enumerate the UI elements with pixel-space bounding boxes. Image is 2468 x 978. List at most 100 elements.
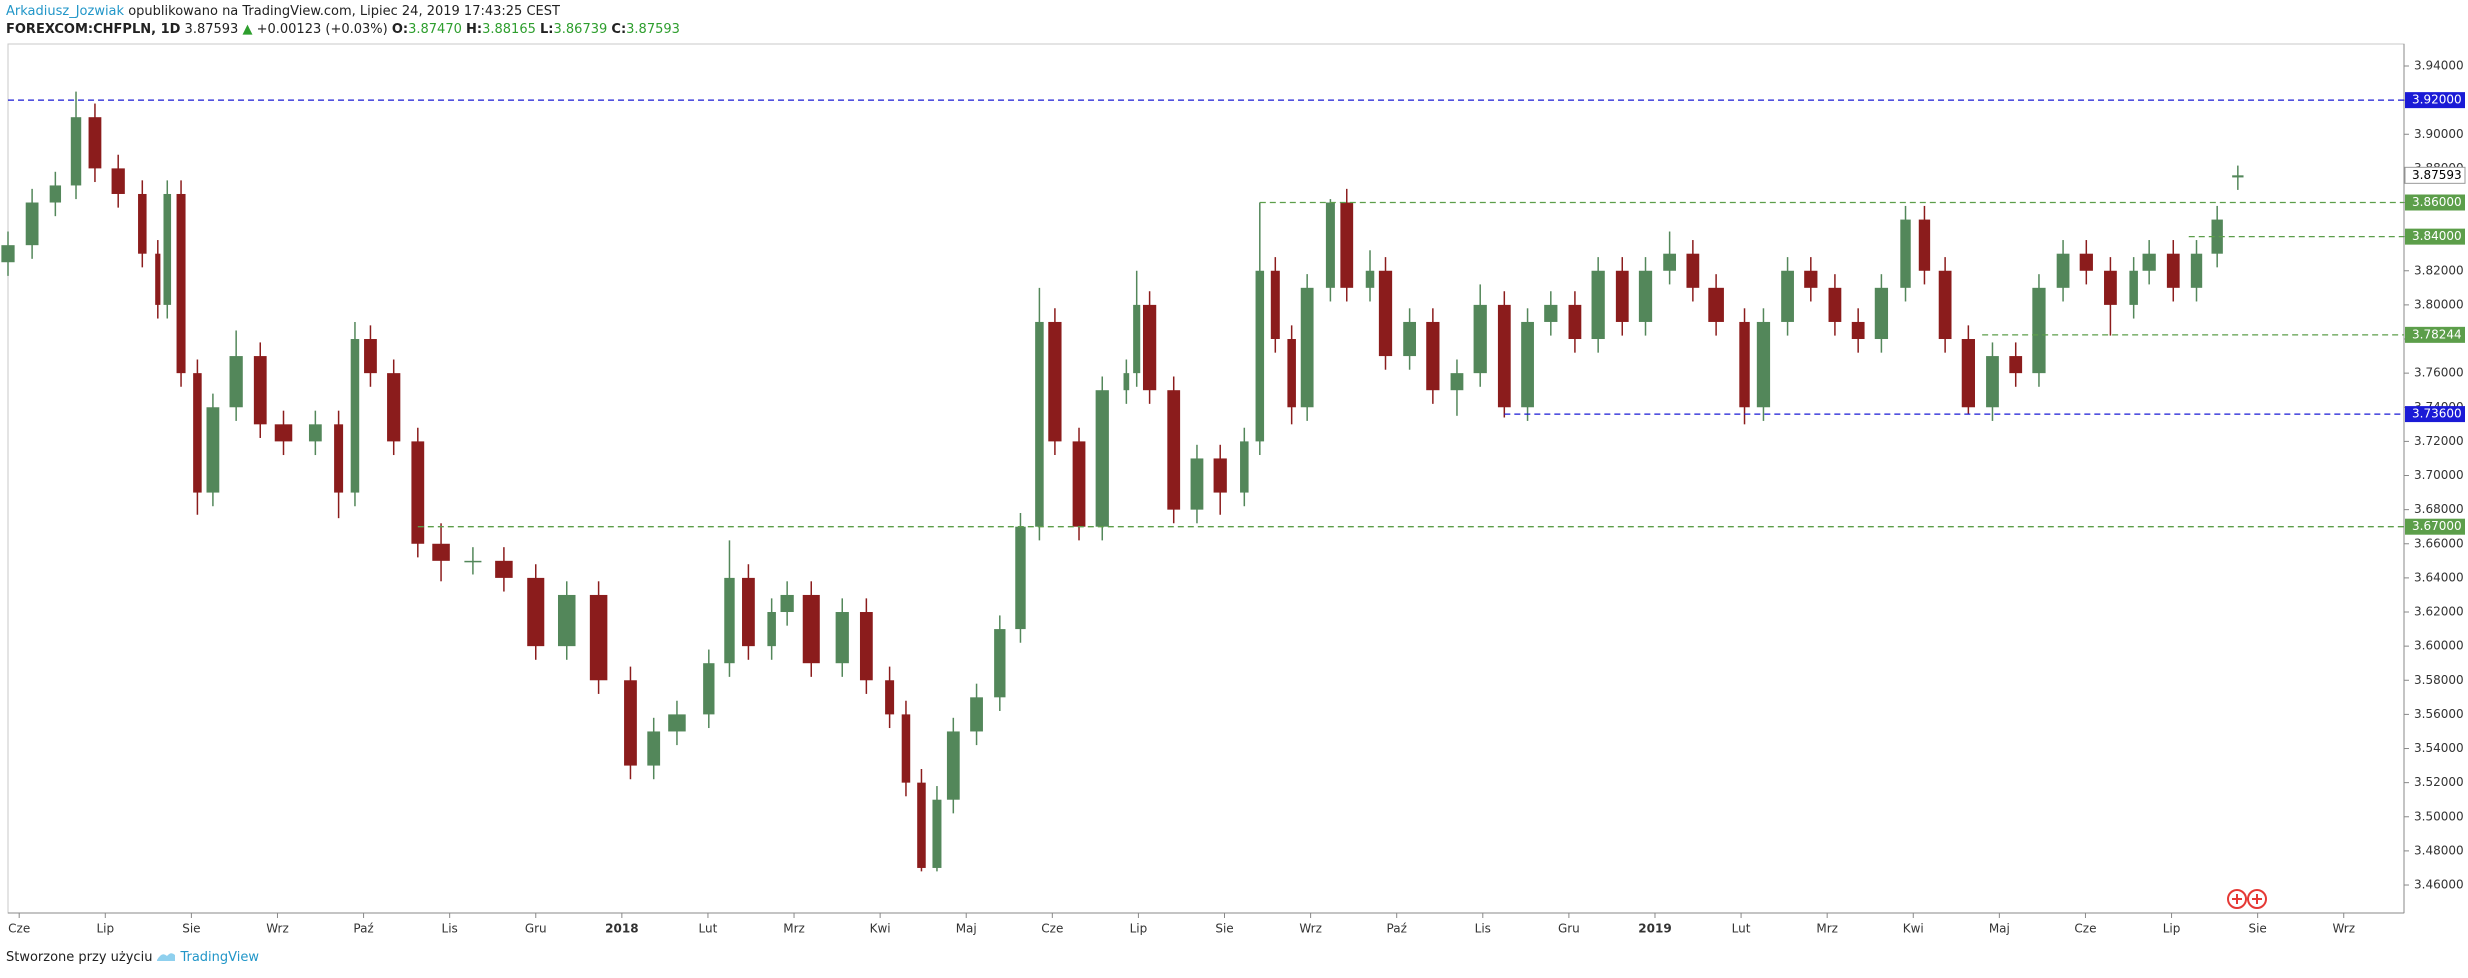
candle-body	[1663, 253, 1677, 271]
candle-body	[1255, 270, 1265, 442]
candle-body	[1638, 270, 1653, 322]
candle-body	[2190, 253, 2203, 288]
ohlc-line: FOREXCOM:CHFPLN, 1D 3.87593 ▲ +0.00123 (…	[6, 22, 680, 37]
candle-body	[1615, 270, 1629, 322]
candle-body	[1378, 270, 1393, 357]
x-tick-label: Paź	[1387, 922, 1407, 936]
candle-body	[1133, 304, 1141, 374]
candle-body	[138, 193, 147, 254]
candle-body	[49, 185, 62, 203]
candle-body	[1961, 339, 1975, 408]
l: 3.86739	[553, 22, 608, 37]
x-tick-label: Lip	[1130, 922, 1148, 936]
level-label: 3.73600	[2412, 407, 2462, 421]
level-tag	[2405, 326, 2465, 343]
last-price-label: 3.87593	[2412, 168, 2462, 182]
candle-body	[1167, 390, 1181, 510]
candle-body	[917, 782, 926, 868]
o: 3.87470	[408, 22, 462, 37]
footer-brand[interactable]: TradingView	[180, 950, 259, 965]
y-tick-label: 3.46000	[2414, 878, 2464, 892]
candle-body	[1123, 373, 1130, 391]
level-label: 3.78244	[2412, 327, 2462, 341]
candle-body	[994, 629, 1006, 698]
y-tick-label: 3.60000	[2414, 639, 2464, 653]
author[interactable]: Arkadiusz_Jozwiak	[6, 4, 125, 19]
level-tag	[2405, 92, 2465, 109]
candle-body	[1426, 321, 1440, 391]
candle-body	[946, 731, 960, 800]
h: 3.88165	[482, 22, 536, 37]
icons[interactable]	[2227, 889, 2267, 909]
plot-frame	[7, 43, 2405, 914]
candle-body	[1340, 202, 1354, 288]
candle-body	[464, 560, 482, 563]
candle-body	[1986, 356, 1999, 408]
candle-body	[111, 168, 125, 194]
x-tick-label: Wrz	[1299, 922, 1322, 936]
candle-body	[1365, 270, 1375, 288]
candle-body	[1213, 458, 1227, 493]
candle-body	[495, 560, 513, 578]
x-tick-label: Lut	[699, 922, 718, 936]
candle-body	[859, 612, 873, 681]
candle-body	[1095, 390, 1109, 527]
candle-body	[1403, 321, 1417, 357]
candle-body	[229, 356, 243, 408]
candle-body	[1756, 321, 1771, 408]
candle-body	[1035, 321, 1044, 527]
candle-body	[557, 594, 576, 647]
level-label: 3.84000	[2412, 229, 2462, 243]
candle-body	[350, 339, 360, 493]
footer-text: Stworzone przy użyciu	[6, 950, 153, 965]
candle-body	[2079, 253, 2093, 271]
y-tick-label: 3.68000	[2414, 502, 2464, 516]
x-tick-label: Lis	[1475, 922, 1491, 936]
x-tick-label: 2018	[605, 922, 638, 936]
candle-body	[2032, 287, 2046, 374]
change: +0.00123 (+0.03%)	[256, 22, 388, 37]
candle-body	[163, 193, 172, 305]
candle-body	[1918, 219, 1931, 271]
candle-body	[1072, 441, 1086, 527]
x-tick-label: Cze	[8, 922, 30, 936]
y-tick-label: 3.76000	[2414, 366, 2464, 380]
candle-body	[1900, 219, 1911, 288]
candle-body	[1591, 270, 1605, 340]
candle-body	[1325, 202, 1335, 288]
y-tick-label: 3.62000	[2414, 605, 2464, 619]
candle-body	[1568, 304, 1582, 340]
level-tag	[2405, 518, 2465, 535]
y-tick-label: 3.80000	[2414, 297, 2464, 311]
candle-body	[668, 714, 686, 732]
candle-body	[1708, 287, 1724, 322]
candle-body	[589, 594, 608, 681]
y-tick-label: 3.50000	[2414, 809, 2464, 823]
y-tick-label: 3.82000	[2414, 263, 2464, 277]
chart: 3.46000 3.48000 3.50000 3.52000 3.54000 3.560…	[1, 43, 2466, 936]
candle-body	[176, 193, 186, 374]
candle-body	[1300, 287, 1314, 408]
logo	[157, 953, 176, 961]
x-tick-label: Cze	[1041, 922, 1063, 936]
candle-body	[253, 356, 267, 425]
candle-body	[88, 117, 102, 169]
x-tick-label: Sie	[182, 922, 200, 936]
candle-body	[2104, 270, 2117, 305]
y-tick-label: 3.52000	[2414, 775, 2464, 789]
candle-body	[527, 577, 545, 647]
o-label: O:	[391, 22, 409, 37]
x-tick-label: Kwi	[870, 922, 891, 936]
candle-body	[1240, 441, 1249, 493]
y-tick-label: 3.48000	[2414, 843, 2464, 857]
candle-body	[2166, 253, 2180, 288]
candle-body	[411, 441, 425, 544]
candle-body	[1521, 321, 1534, 408]
y-tick-label: 3.70000	[2414, 468, 2464, 482]
candle-body	[1804, 270, 1818, 288]
candle-body	[70, 117, 82, 186]
x-tick-label: Lip	[2163, 922, 2181, 936]
candle-body	[1781, 270, 1794, 322]
candle-body	[387, 373, 401, 442]
level-tag	[2405, 228, 2465, 245]
